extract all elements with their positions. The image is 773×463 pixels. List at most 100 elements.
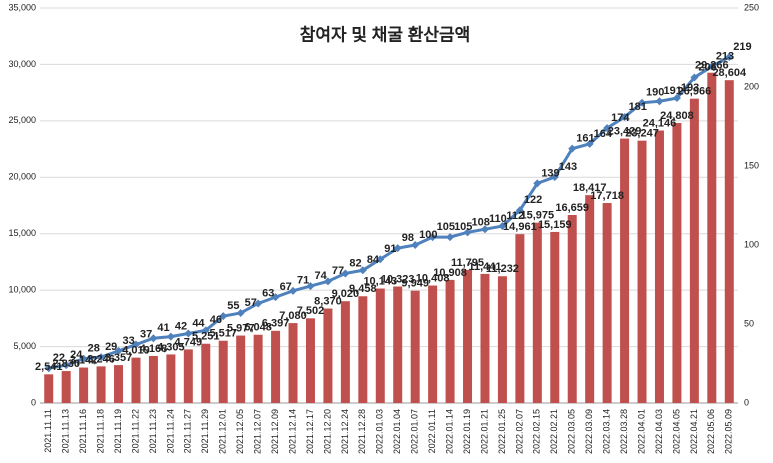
bar (236, 335, 246, 403)
x-tick-label: 2022.01.07 (410, 409, 420, 454)
data-label: 22 (53, 352, 65, 364)
x-tick-label: 2022.04.03 (654, 409, 664, 454)
marker (289, 286, 298, 295)
data-label: 2,541 (35, 361, 63, 373)
bar (689, 98, 699, 403)
x-tick-label: 2022.04.21 (689, 409, 699, 454)
data-label: 9,020 (332, 288, 360, 300)
marker (306, 282, 315, 291)
marker (254, 299, 263, 308)
bar (515, 234, 525, 403)
data-label: 110 (489, 213, 507, 225)
data-label: 77 (332, 265, 344, 277)
bar (218, 340, 228, 403)
data-label: 24,146 (643, 117, 677, 129)
marker (446, 233, 455, 242)
x-tick-label: 2021.11.18 (95, 409, 105, 453)
bar (567, 214, 577, 403)
data-label: 193 (681, 82, 699, 94)
x-tick-label: 2021.11.11 (43, 409, 53, 453)
bar (410, 290, 420, 403)
data-label: 57 (245, 297, 257, 309)
marker (44, 364, 53, 373)
data-label: 161 (576, 133, 594, 145)
bar (637, 140, 647, 404)
data-label: 10,408 (416, 272, 450, 284)
marker (271, 293, 280, 302)
data-label: 6,048 (244, 322, 272, 334)
data-label: 108 (472, 216, 490, 228)
data-label: 28,604 (712, 67, 747, 79)
data-label: 190 (646, 87, 664, 99)
y-tick-label: 35,000 (8, 2, 36, 12)
bar (620, 138, 630, 403)
x-tick-label: 2022.03.28 (619, 409, 629, 454)
data-label: 10,143 (363, 275, 397, 287)
marker (707, 62, 716, 71)
x-tick-label: 2021.12.28 (357, 409, 367, 454)
bar (654, 130, 664, 403)
y2-tick-label: 250 (744, 2, 759, 12)
data-label: 74 (314, 270, 327, 282)
x-tick-label: 2021.12.01 (218, 409, 228, 454)
bar (428, 285, 438, 403)
data-label: 18,417 (573, 182, 607, 194)
x-tick-label: 2022.01.04 (392, 409, 402, 454)
data-label: 23,247 (625, 128, 659, 140)
bar (148, 355, 158, 403)
marker (79, 354, 88, 363)
data-label: 3,246 (87, 353, 115, 365)
bar (323, 308, 333, 403)
x-tick-label: 2022.03.05 (567, 409, 577, 454)
y-tick-label: 15,000 (8, 228, 36, 238)
data-label: 9,949 (401, 278, 429, 290)
marker (585, 139, 594, 148)
data-label: 41 (157, 322, 169, 334)
marker (97, 353, 106, 362)
y-tick-label: 5,000 (13, 341, 36, 351)
data-label: 44 (192, 317, 205, 329)
data-label: 11,232 (486, 263, 519, 275)
y-tick-label: 30,000 (8, 59, 36, 69)
data-label: 206 (698, 61, 716, 73)
data-label: 16,659 (555, 202, 589, 214)
y-tick-label: 0 (31, 397, 36, 407)
data-label: 8,370 (314, 295, 342, 307)
marker (603, 124, 612, 133)
data-label: 112 (506, 210, 524, 222)
marker (376, 255, 385, 264)
x-tick-label: 2021.11.27 (183, 409, 193, 453)
x-tick-label: 2021.11.23 (148, 409, 158, 453)
x-tick-label: 2022.04.05 (671, 409, 681, 454)
data-label: 143 (559, 161, 577, 173)
data-label: 181 (629, 101, 647, 113)
x-tick-label: 2022.01.25 (497, 409, 507, 454)
marker (341, 269, 350, 278)
x-tick-label: 2021.12.07 (253, 409, 263, 454)
data-label: 219 (733, 41, 751, 53)
x-tick-label: 2021.11.24 (165, 409, 175, 453)
data-label: 15,159 (538, 219, 572, 231)
x-tick-label: 2021.12.24 (340, 409, 350, 454)
marker (428, 233, 437, 242)
data-label: 24,808 (660, 110, 694, 122)
x-tick-label: 2022.02.15 (532, 409, 542, 454)
bar (271, 330, 281, 403)
bar (201, 343, 211, 403)
x-tick-label: 2022.01.19 (462, 409, 472, 454)
x-tick-label: 2021.11.19 (113, 409, 123, 453)
x-tick-label: 2021.11.29 (200, 409, 210, 453)
bar (114, 365, 124, 403)
data-label: 98 (402, 232, 414, 244)
marker (498, 222, 507, 231)
y2-tick-label: 50 (744, 318, 754, 328)
data-label: 7,502 (297, 305, 325, 317)
marker (515, 206, 524, 215)
marker (550, 173, 559, 182)
data-label: 82 (349, 257, 361, 269)
marker (620, 113, 629, 122)
bar (340, 301, 350, 403)
y2-tick-label: 0 (744, 397, 749, 407)
marker (236, 308, 245, 317)
marker (184, 329, 193, 338)
